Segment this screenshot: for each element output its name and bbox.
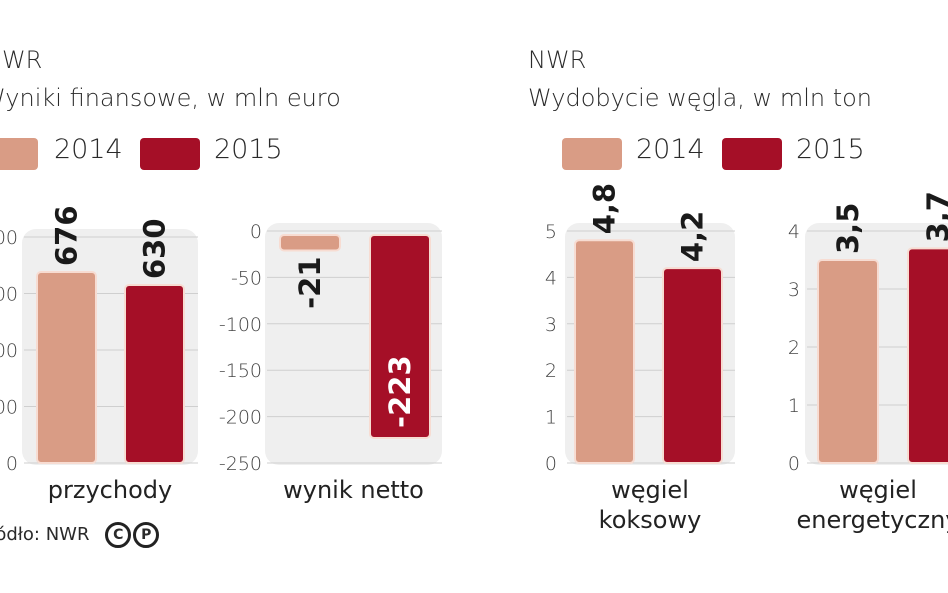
bar-2014	[279, 234, 341, 252]
category-label: koksowy	[599, 506, 702, 534]
y-tick-label: 4	[545, 267, 557, 289]
y-tick-label: 3	[788, 279, 800, 301]
y-tick-label: 1	[545, 407, 557, 429]
data-label: -21	[293, 256, 327, 308]
category-label: energetyczny	[796, 506, 948, 534]
legend-swatch-2015-right	[722, 138, 782, 170]
y-tick-label: 400	[0, 340, 18, 362]
y-tick-label: 4	[788, 221, 800, 243]
left-title: NWR	[0, 46, 43, 74]
data-label: 3,7	[921, 191, 948, 242]
bar-2015	[369, 234, 431, 439]
data-label: 676	[50, 205, 84, 266]
y-tick-label: 600	[0, 284, 18, 306]
y-tick-label: 0	[250, 221, 262, 243]
left-subtitle: Wyniki finansowe, w mln euro	[0, 84, 341, 112]
source-note: Źródło: NWR CP	[0, 522, 160, 548]
y-tick-label: 0	[788, 453, 800, 475]
y-tick-label: 2	[545, 360, 557, 382]
photo-copyright-icon: P	[133, 522, 160, 548]
bar-2014	[36, 271, 97, 464]
legend-swatch-2014-right	[562, 138, 622, 170]
legend-label-2014-right: 2014	[636, 134, 705, 165]
data-label: 3,5	[831, 203, 865, 254]
category-label: przychody	[48, 476, 172, 504]
y-tick-label: 800	[0, 227, 18, 249]
category-label: węgiel	[839, 476, 917, 504]
legend-label-2015: 2015	[214, 134, 283, 165]
legend-swatch-2015	[140, 138, 200, 170]
category-label: węgiel	[611, 476, 689, 504]
bar-2015	[124, 284, 185, 464]
y-tick-label: 3	[545, 314, 557, 336]
data-label: 4,8	[588, 183, 622, 234]
y-tick-label: -50	[231, 267, 262, 289]
bar-2015	[907, 247, 948, 464]
data-label: 630	[138, 218, 172, 279]
source-text: Źródło: NWR	[0, 524, 90, 545]
y-tick-label: 1	[788, 395, 800, 417]
y-tick-label: 0	[6, 453, 18, 475]
y-tick-label: 0	[545, 453, 557, 475]
copyright-icon: C	[105, 522, 132, 548]
legend-swatch-2014	[0, 138, 38, 170]
y-tick-label: 2	[788, 337, 800, 359]
right-subtitle: Wydobycie węgla, w mln ton	[528, 84, 873, 112]
category-label: wynik netto	[283, 476, 424, 504]
y-tick-label: -250	[219, 453, 262, 475]
legend-label-2015-right: 2015	[796, 134, 865, 165]
bar-2015	[662, 267, 723, 464]
y-tick-label: 5	[545, 221, 557, 243]
y-tick-label: -150	[219, 360, 262, 382]
y-tick-label: -100	[219, 314, 262, 336]
legend-label-2014: 2014	[54, 134, 123, 165]
right-title: NWR	[528, 46, 587, 74]
bar-2014	[817, 259, 879, 464]
data-label: -223	[383, 355, 417, 428]
y-tick-label: -200	[219, 407, 262, 429]
y-tick-label: 200	[0, 397, 18, 419]
bar-2014	[574, 239, 635, 464]
data-label: 4,2	[676, 211, 710, 262]
